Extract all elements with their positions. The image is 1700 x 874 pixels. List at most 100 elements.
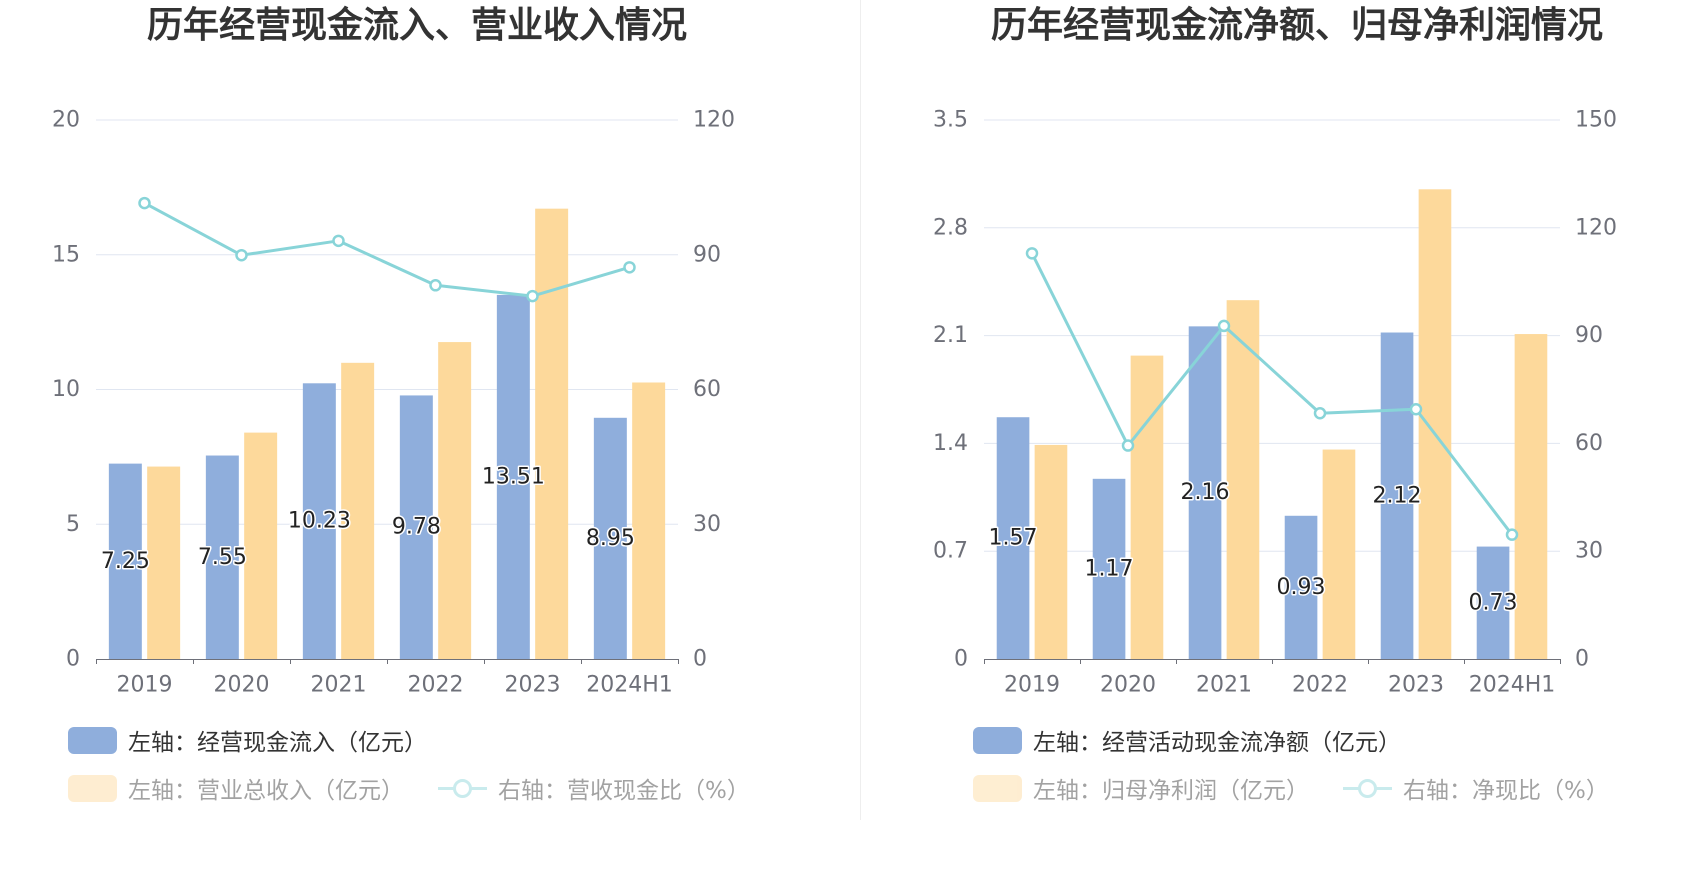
- legend-row: 左轴：归母净利润（亿元） 右轴：净现比（%）: [973, 771, 1609, 805]
- bar-total-revenue: [438, 342, 472, 659]
- legend-item-operating-cash-inflow[interactable]: 左轴：经营现金流入（亿元）: [68, 723, 427, 757]
- legend-label: 左轴：归母净利润（亿元）: [1033, 778, 1309, 804]
- marker-revenue-cash-ratio: [526, 289, 539, 303]
- lines: [138, 196, 636, 303]
- legend-item-net-cash-ratio[interactable]: 右轴：净现比（%）: [1343, 771, 1609, 805]
- legend-line-marker-icon: [438, 778, 487, 798]
- bar-operating-cash-inflow: [302, 383, 336, 659]
- x-axis-category-label: 2021: [311, 673, 367, 698]
- bar-operating-cash-net-flow: [1284, 515, 1318, 659]
- data-label-operating-cash-inflow: 10.23: [288, 509, 351, 534]
- legend-bar-swatch-icon: [68, 774, 117, 802]
- line-revenue-cash-ratio: [143, 201, 630, 298]
- lines: [1025, 247, 1519, 541]
- legend-item-total-revenue[interactable]: 左轴：营业总收入（亿元）: [68, 771, 404, 805]
- y-axis-right-tick-label: 0: [693, 647, 707, 672]
- y-axis-right-tick-label: 60: [1575, 431, 1603, 456]
- y-axis-left-tick-label: 0: [954, 647, 968, 672]
- marker-revenue-cash-ratio: [623, 261, 636, 274]
- bar-operating-cash-inflow: [593, 417, 627, 659]
- bar-total-revenue: [147, 466, 181, 659]
- bar-operating-cash-net-flow: [1188, 326, 1222, 659]
- marker-revenue-cash-ratio: [138, 196, 151, 210]
- bar-net-profit-attributable: [1322, 449, 1356, 659]
- legend-label: 左轴：经营现金流入（亿元）: [128, 730, 427, 756]
- chart-panel-cash-inflow-revenue: 历年经营现金流入、营业收入情况 0 5 10 15 20 0 30 60 90 120 2019 20…: [52, 5, 750, 805]
- bar-total-revenue: [244, 432, 278, 659]
- data-label-operating-cash-net-flow: 0.73: [1469, 590, 1518, 615]
- marker-net-cash-ratio: [1025, 247, 1039, 260]
- x-axis-category-label: 2019: [117, 673, 173, 698]
- legend-item-operating-cash-net-flow[interactable]: 左轴：经营活动现金流净额（亿元）: [973, 723, 1401, 757]
- data-label-operating-cash-inflow: 7.25: [101, 549, 150, 574]
- data-label-operating-cash-inflow: 7.55: [198, 545, 247, 570]
- data-label-operating-cash-inflow: 13.51: [482, 464, 545, 489]
- legend-line-circle: [453, 778, 472, 798]
- legend-item-revenue-cash-ratio[interactable]: 右轴：营收现金比（%）: [438, 771, 750, 805]
- chart-title: 历年经营现金流净额、归母净利润情况: [990, 5, 1604, 46]
- y-axis-right-tick-label: 0: [1575, 647, 1589, 672]
- y-axis-left-tick-label: 0: [66, 647, 80, 672]
- legend-row: 左轴：营业总收入（亿元） 右轴：营收现金比（%）: [68, 771, 750, 805]
- x-axis-category-label: 2024H1: [1469, 673, 1556, 698]
- y-axis-right-tick-label: 150: [1575, 108, 1617, 133]
- marker-revenue-cash-ratio: [429, 279, 442, 292]
- y-axis-left-tick-label: 0.7: [933, 539, 968, 564]
- x-axis-category-label: 2024H1: [586, 673, 673, 698]
- y-axis-right-tick-label: 120: [693, 108, 735, 133]
- y-axis-right-tick-label: 60: [693, 377, 721, 402]
- y-axis-left-tick-label: 10: [52, 377, 80, 402]
- data-label-operating-cash-inflow: 9.78: [392, 515, 441, 540]
- y-axis-left-tick-label: 5: [66, 512, 80, 537]
- data-label-operating-cash-net-flow: 0.93: [1277, 575, 1326, 600]
- bars: [996, 189, 1548, 660]
- legend-label: 右轴：营收现金比（%）: [498, 778, 750, 804]
- legend-label: 左轴：营业总收入（亿元）: [128, 778, 404, 804]
- x-axis-category-label: 2021: [1196, 673, 1252, 698]
- legend-item-net-profit-attributable[interactable]: 左轴：归母净利润（亿元）: [973, 771, 1309, 805]
- data-label-operating-cash-net-flow: 2.12: [1373, 483, 1422, 508]
- marker-net-cash-ratio: [1121, 439, 1135, 452]
- marker-revenue-cash-ratio: [332, 234, 345, 248]
- y-axis-right-tick-label: 90: [693, 242, 721, 267]
- y-axis-right-tick-label: 90: [1575, 323, 1603, 348]
- data-label-operating-cash-net-flow: 2.16: [1181, 480, 1230, 505]
- chart-divider: [860, 0, 861, 820]
- marker-net-cash-ratio: [1505, 528, 1519, 541]
- data-label-operating-cash-net-flow: 1.17: [1085, 556, 1134, 581]
- legend-label: 右轴：净现比（%）: [1403, 778, 1609, 804]
- y-axis-left-tick-label: 2.1: [933, 323, 968, 348]
- data-labels: 1.57 1.17 2.16 0.93 2.12 0.73: [987, 479, 1519, 617]
- bars: [108, 208, 666, 659]
- gridlines: [96, 119, 678, 525]
- legend-line-marker-icon: [1343, 778, 1392, 798]
- data-label-operating-cash-net-flow: 1.57: [989, 526, 1038, 551]
- legend-line-circle: [1358, 778, 1377, 798]
- bar-operating-cash-inflow: [496, 294, 530, 659]
- marker-net-cash-ratio: [1217, 319, 1231, 333]
- bar-operating-cash-inflow: [399, 395, 433, 659]
- y-axis-left-tick-label: 20: [52, 108, 80, 133]
- chart-title: 历年经营现金流入、营业收入情况: [146, 5, 688, 46]
- data-label-operating-cash-inflow: 8.95: [586, 526, 635, 551]
- marker-net-cash-ratio: [1409, 403, 1423, 416]
- bar-operating-cash-net-flow: [1092, 478, 1126, 659]
- chart-plot-area: 0 0.7 1.4 2.1 2.8 3.5 0 30 60 90 120 150 2019 2020 202…: [933, 108, 1617, 698]
- x-axis-category-label: 2019: [1004, 673, 1060, 698]
- x-axis-category-label: 2023: [505, 673, 561, 698]
- x-axis-category-label: 2023: [1388, 673, 1444, 698]
- axes: 0 5 10 15 20 0 30 60 90 120 2019 2020 2021 2022 2023 20…: [52, 108, 735, 698]
- x-axis-category-label: 2022: [408, 673, 464, 698]
- legend-row: 左轴：经营活动现金流净额（亿元）: [973, 723, 1401, 757]
- legend-bar-swatch-icon: [68, 726, 117, 754]
- marker-revenue-cash-ratio: [235, 248, 248, 262]
- bar-operating-cash-net-flow: [1476, 546, 1510, 659]
- bar-net-profit-attributable: [1034, 444, 1068, 659]
- y-axis-right-tick-label: 120: [1575, 215, 1617, 240]
- bar-operating-cash-inflow: [108, 463, 142, 659]
- legend-label: 左轴：经营活动现金流净额（亿元）: [1033, 730, 1401, 756]
- bar-net-profit-attributable: [1130, 355, 1164, 659]
- y-axis-right-tick-label: 30: [693, 512, 721, 537]
- bar-total-revenue: [632, 382, 666, 659]
- x-axis-category-label: 2022: [1292, 673, 1348, 698]
